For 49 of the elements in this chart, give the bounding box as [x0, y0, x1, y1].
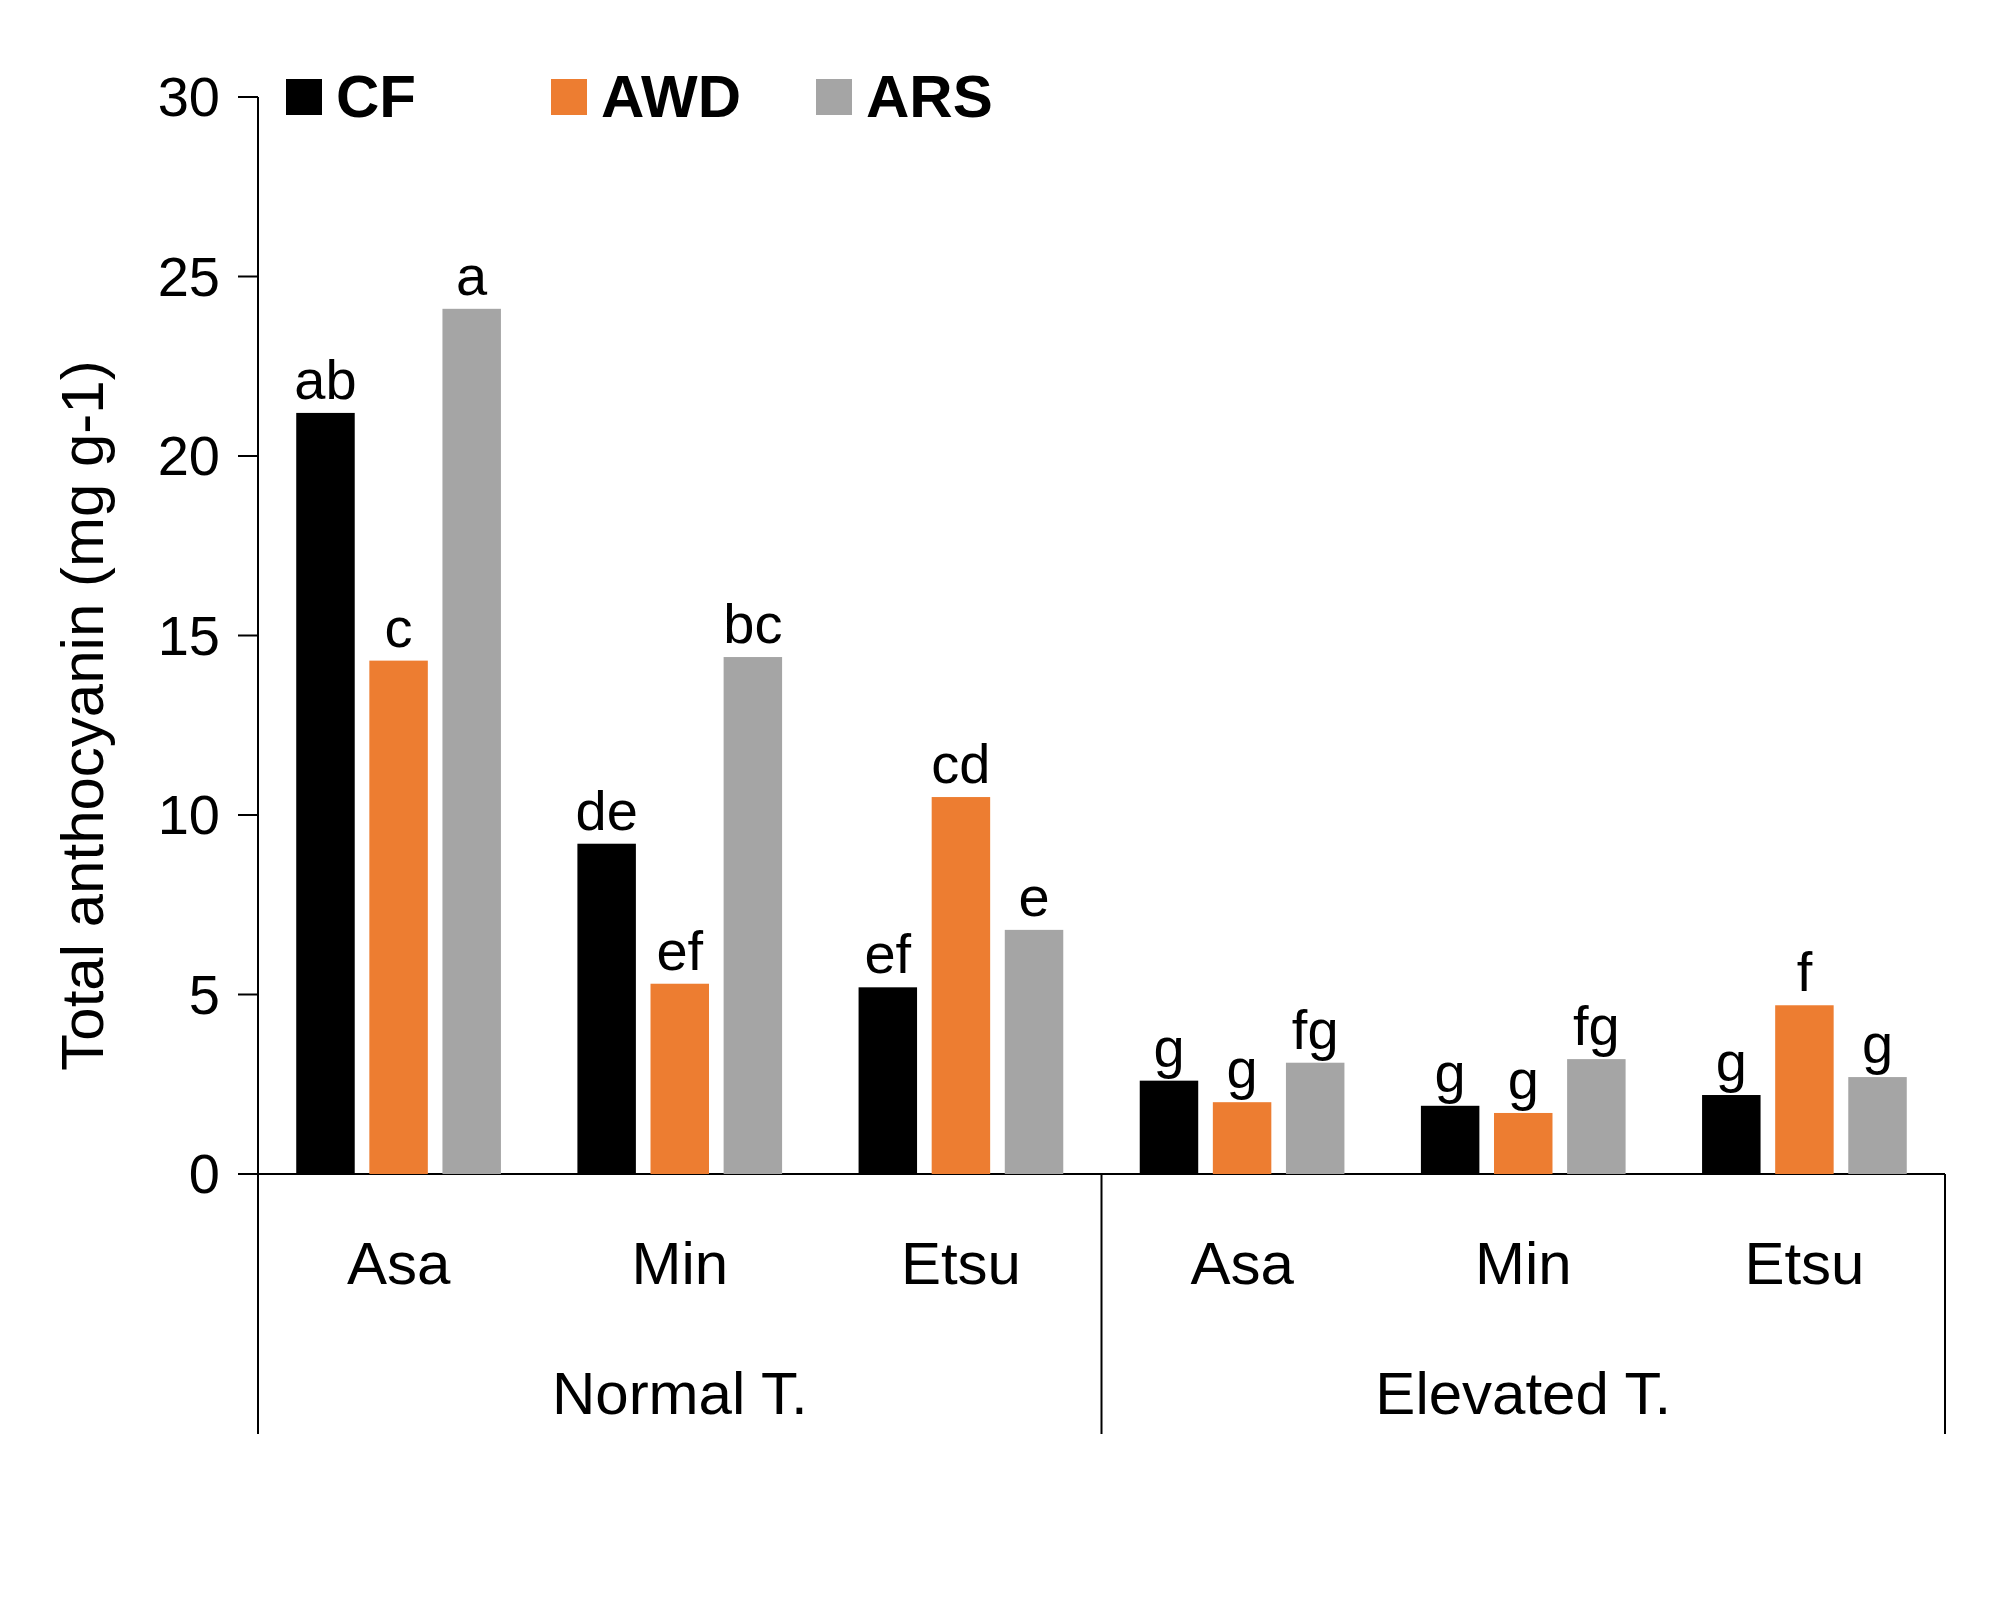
data-label: bc	[723, 592, 783, 656]
bar	[1775, 1005, 1834, 1174]
x-tick-label: Min	[1474, 1230, 1572, 1297]
bar	[723, 657, 783, 1174]
bar	[650, 983, 709, 1174]
text: Normal T.	[551, 1360, 808, 1427]
bar	[1494, 1112, 1553, 1174]
data-label: c	[384, 595, 413, 659]
x-tick-label: Asa	[1190, 1230, 1295, 1297]
data-label: de	[575, 778, 638, 842]
text: Elevated T.	[1375, 1360, 1672, 1427]
legend-label: AWD	[601, 63, 741, 130]
data-label: g	[1715, 1030, 1747, 1094]
y-axis-title: Total anthocyanin (mg g-1)	[49, 360, 116, 1071]
bar	[369, 660, 428, 1174]
data-label: g	[1226, 1037, 1258, 1101]
data-label: f	[1796, 940, 1813, 1004]
bar	[1848, 1077, 1907, 1174]
y-tick-label: 15	[157, 603, 220, 667]
data-label: a	[456, 243, 489, 307]
data-label: g	[1153, 1015, 1185, 1079]
bar	[1004, 929, 1064, 1174]
data-label: fg	[1291, 997, 1339, 1061]
y-tick-label: 10	[157, 783, 220, 846]
data-label: g	[1861, 1012, 1894, 1076]
legend-label: ARS	[866, 63, 993, 130]
data-label: cd	[931, 732, 991, 796]
x-tick-label: Asa	[346, 1230, 451, 1297]
data-label: ab	[294, 347, 357, 411]
bar	[1212, 1102, 1272, 1174]
y-tick-label: 30	[157, 65, 220, 128]
x-tick-label: Min	[631, 1230, 729, 1297]
y-tick-label: 20	[157, 424, 220, 487]
data-label: fg	[1573, 994, 1620, 1058]
data-label: e	[1018, 864, 1050, 928]
y-tick-label: 0	[188, 1142, 220, 1205]
data-label: ef	[864, 922, 912, 986]
data-label: ef	[656, 918, 704, 982]
data-label: g	[1507, 1047, 1539, 1111]
data-label: g	[1434, 1040, 1466, 1104]
bar	[931, 797, 991, 1174]
bar	[1285, 1062, 1345, 1174]
legend-label: CF	[336, 63, 416, 130]
x-tick-label: Etsu	[1744, 1230, 1865, 1297]
y-tick-label: 25	[157, 244, 220, 308]
bar	[442, 308, 501, 1174]
y-tick-label: 5	[188, 962, 220, 1026]
x-tick-label: Etsu	[900, 1230, 1021, 1297]
bar	[1567, 1059, 1626, 1174]
